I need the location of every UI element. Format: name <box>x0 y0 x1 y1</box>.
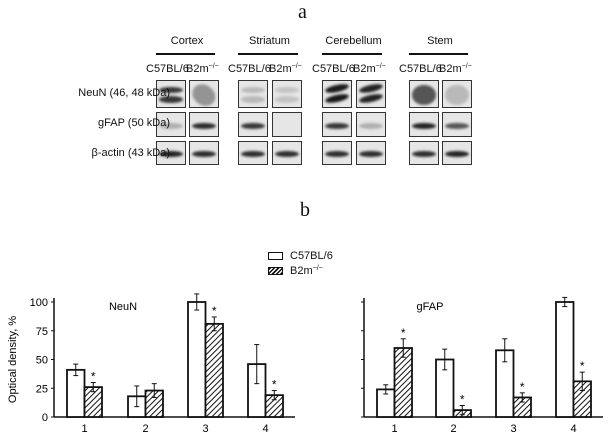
y-tick-label: 100 <box>30 297 48 309</box>
significance-asterisk: * <box>91 370 96 384</box>
strain-label: B2m−/− <box>269 63 302 75</box>
blot-gfap-cerebellum-c57bl6 <box>322 112 352 137</box>
strain-label: C57BL/6 <box>399 63 442 75</box>
legend-swatch-hatched <box>268 267 283 275</box>
blot-neun-cortex-b2m <box>189 80 219 108</box>
x-tick-label: 3 <box>510 423 516 435</box>
y-tick-label: 25 <box>36 383 48 395</box>
x-tick-label: 4 <box>570 423 576 435</box>
gfap-chart: gFAP * 1 * 2 * 3 * 4 <box>361 296 603 435</box>
y-tick-label: 0 <box>42 412 48 424</box>
tissue-label-striatum: Striatum <box>249 35 290 47</box>
blot-beta-actin-cerebellum-c57bl6 <box>322 141 352 165</box>
significance-asterisk: * <box>401 326 406 340</box>
blot-neun-cerebellum-b2m <box>356 80 386 108</box>
y-tick-label: 50 <box>36 355 48 367</box>
blot-gfap-cortex-c57bl6 <box>156 112 186 137</box>
x-tick-label: 1 <box>391 423 397 435</box>
panel-a-label: a <box>298 1 307 23</box>
tissue-bracket-line <box>409 53 468 55</box>
blot-neun-cortex-c57bl6 <box>156 80 186 108</box>
blot-beta-actin-cortex-b2m <box>189 141 219 165</box>
y-tick-label: 75 <box>36 326 48 338</box>
bar-b2m <box>393 347 413 418</box>
blot-beta-actin-stem-b2m <box>442 141 472 165</box>
legend-swatch-open <box>268 252 283 260</box>
blot-gfap-striatum-c57bl6 <box>238 112 268 137</box>
significance-asterisk: * <box>460 393 465 407</box>
chart-title: NeuN <box>109 301 137 313</box>
strain-label: B2m−/− <box>353 63 386 75</box>
blot-neun-striatum-b2m <box>272 80 302 108</box>
significance-asterisk: * <box>212 304 217 318</box>
chart-legend: C57BL/6 B2m−/− <box>268 250 388 280</box>
significance-asterisk: * <box>520 380 525 394</box>
strain-label: C57BL/6 <box>228 63 271 75</box>
x-tick-label: 2 <box>142 423 148 435</box>
legend-label-b2m: B2m−/− <box>290 265 323 277</box>
strain-label: C57BL/6 <box>146 63 189 75</box>
bar-c57bl6 <box>187 301 207 418</box>
blot-gfap-stem-b2m <box>442 112 472 137</box>
tissue-label-stem: Stem <box>427 35 453 47</box>
bar-c57bl6 <box>555 301 575 418</box>
bar-b2m <box>204 322 224 418</box>
blot-gfap-striatum-b2m <box>272 112 302 137</box>
tissue-label-cerebellum: Cerebellum <box>325 35 382 47</box>
legend-label-c57bl6: C57BL/6 <box>290 250 333 262</box>
blot-beta-actin-cortex-c57bl6 <box>156 141 186 165</box>
blot-neun-cerebellum-c57bl6 <box>322 80 352 108</box>
blot-neun-stem-b2m <box>442 80 472 108</box>
blot-beta-actin-stem-c57bl6 <box>409 141 439 165</box>
tissue-label-cortex: Cortex <box>170 35 204 47</box>
neun-chart: 0 25 50 75 100 NeuN Optical density, % * 1 2 * 3 * 4 <box>7 293 295 435</box>
strain-label: B2m−/− <box>186 63 219 75</box>
panel-b-label: b <box>300 199 310 221</box>
blot-beta-actin-cerebellum-b2m <box>356 141 386 165</box>
blot-beta-actin-striatum-c57bl6 <box>238 141 268 165</box>
y-axis-label: Optical density, % <box>7 316 19 403</box>
blot-gfap-cerebellum-b2m <box>356 112 386 137</box>
tissue-bracket-line <box>156 53 215 55</box>
chart-title: gFAP <box>417 301 444 313</box>
row-label-gfap: gFAP (50 kDa) <box>98 117 170 129</box>
significance-asterisk: * <box>272 378 277 392</box>
significance-asterisk: * <box>580 359 585 373</box>
blot-beta-actin-striatum-b2m <box>272 141 302 165</box>
blot-gfap-stem-c57bl6 <box>409 112 439 137</box>
row-label-beta-actin: β-actin (43 kDa) <box>91 147 170 159</box>
x-tick-label: 2 <box>450 423 456 435</box>
tissue-bracket-line <box>322 53 382 55</box>
blot-neun-striatum-c57bl6 <box>238 80 268 108</box>
bar-c57bl6 <box>66 368 86 418</box>
strain-label: B2m−/− <box>439 63 472 75</box>
blot-gfap-cortex-b2m <box>189 112 219 137</box>
row-label-neun: NeuN (46, 48 kDa) <box>78 87 170 99</box>
strain-label: C57BL/6 <box>312 63 355 75</box>
x-tick-label: 1 <box>81 423 87 435</box>
tissue-bracket-line <box>238 53 298 55</box>
x-tick-label: 4 <box>262 423 268 435</box>
blot-neun-stem-c57bl6 <box>409 80 439 108</box>
x-tick-label: 3 <box>202 423 208 435</box>
